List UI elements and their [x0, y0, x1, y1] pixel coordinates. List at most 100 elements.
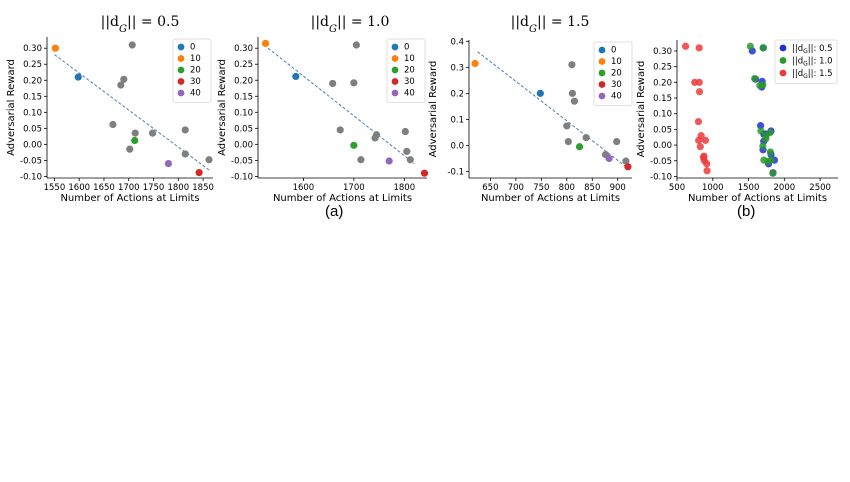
chart-panel-4: 500 1000 1500 2000 2500 -0.10 -0.05 0.00 0.05 0.1…	[636, 39, 838, 204]
legend: ||dG||: 0.5||dG||: 1.0||dG||: 1.5	[774, 39, 838, 84]
data-point	[51, 44, 60, 52]
x-tick-label: 1600	[68, 183, 90, 193]
data-point	[336, 126, 344, 134]
x-tick-label: 500	[669, 183, 685, 193]
legend-marker	[177, 78, 185, 85]
legend-marker	[177, 43, 185, 51]
data-point	[605, 154, 613, 163]
x-tick-label: 650	[482, 183, 498, 193]
y-tick-label: 0.25	[653, 63, 672, 73]
y-tick-label: 0.4	[450, 37, 464, 47]
y-tick-label: 0.05	[234, 124, 253, 134]
x-tick-label: 800	[559, 183, 575, 193]
data-point	[703, 160, 711, 168]
legend-marker	[779, 57, 787, 64]
legend-label: 0	[404, 43, 409, 53]
legend-marker	[598, 58, 606, 65]
data-point	[131, 129, 139, 137]
data-point	[406, 156, 414, 164]
data-point	[746, 42, 754, 50]
y-tick-label: 0.10	[653, 110, 672, 120]
caption-b: (b)	[737, 203, 756, 220]
y-tick-label: -0.10	[20, 172, 42, 182]
chart-title: ||dG|| = 1.5	[511, 14, 590, 35]
x-tick-label: 700	[508, 183, 524, 193]
y-tick-label: 0.15	[23, 92, 42, 102]
x-axis-label: Number of Actions at Limits	[273, 193, 412, 204]
y-tick-label: 0.20	[234, 76, 253, 86]
data-point	[575, 143, 584, 151]
chart-title: ||dG|| = 1.0	[311, 14, 390, 35]
data-point	[471, 59, 479, 68]
data-point	[766, 148, 774, 156]
x-tick-label: 1700	[343, 183, 365, 193]
legend-label: 40	[190, 89, 201, 99]
data-point	[695, 78, 703, 86]
data-point	[697, 132, 705, 140]
data-point	[766, 128, 774, 137]
legend-marker	[598, 46, 606, 54]
legend-label: 20	[611, 69, 622, 79]
x-tick-label: 1550	[44, 183, 66, 193]
data-point	[131, 136, 139, 145]
legend-marker	[391, 66, 399, 74]
legend-label: 20	[404, 66, 415, 76]
legend-marker	[391, 55, 399, 62]
y-tick-label: 0.20	[653, 78, 672, 88]
legend-marker	[177, 55, 185, 62]
legend-label: 30	[404, 77, 415, 87]
data-point	[568, 61, 576, 69]
data-point	[701, 136, 710, 144]
legend-marker	[391, 89, 399, 97]
data-point	[582, 134, 590, 142]
data-point	[695, 44, 703, 52]
data-point	[181, 150, 189, 158]
legend-label: 20	[190, 66, 201, 76]
data-point	[292, 72, 300, 81]
data-point	[681, 42, 690, 50]
data-point	[385, 157, 393, 165]
y-tick-label: 0.25	[23, 60, 42, 70]
trend-line	[477, 51, 626, 167]
y-tick-label: 0.00	[23, 140, 42, 150]
data-point	[329, 79, 337, 88]
data-point	[536, 89, 544, 97]
legend-box	[593, 41, 633, 106]
legend-label: 30	[611, 80, 622, 90]
y-tick-label: 0.00	[653, 141, 672, 151]
x-tick-label: 1650	[93, 183, 115, 193]
caption-a: (a)	[325, 203, 344, 220]
x-tick-label: 1000	[702, 183, 724, 193]
legend-marker	[779, 44, 787, 52]
data-point	[117, 81, 125, 89]
y-tick-label: 0.20	[23, 76, 42, 86]
data-point	[759, 142, 767, 150]
y-tick-label: 0.30	[653, 47, 672, 57]
x-tick-label: 1850	[192, 183, 214, 193]
data-point	[109, 120, 117, 129]
data-point	[570, 97, 579, 105]
data-point	[694, 117, 703, 126]
legend-marker	[391, 43, 399, 51]
x-tick-label: 900	[610, 183, 626, 193]
legend-marker	[177, 66, 185, 74]
data-point	[261, 39, 270, 48]
data-point	[759, 81, 767, 89]
legend-box	[172, 38, 212, 103]
data-point	[195, 168, 203, 177]
y-tick-label: 0.00	[234, 140, 253, 150]
legend-label: 10	[611, 57, 622, 67]
x-tick-label: 1700	[118, 183, 140, 193]
data-point	[205, 156, 213, 164]
data-point	[751, 74, 759, 83]
data-point	[613, 137, 621, 146]
data-point	[699, 154, 708, 162]
data-point	[128, 41, 136, 49]
data-point	[403, 147, 411, 156]
legend-box	[774, 39, 838, 84]
data-point	[756, 122, 765, 130]
data-point	[164, 159, 173, 168]
